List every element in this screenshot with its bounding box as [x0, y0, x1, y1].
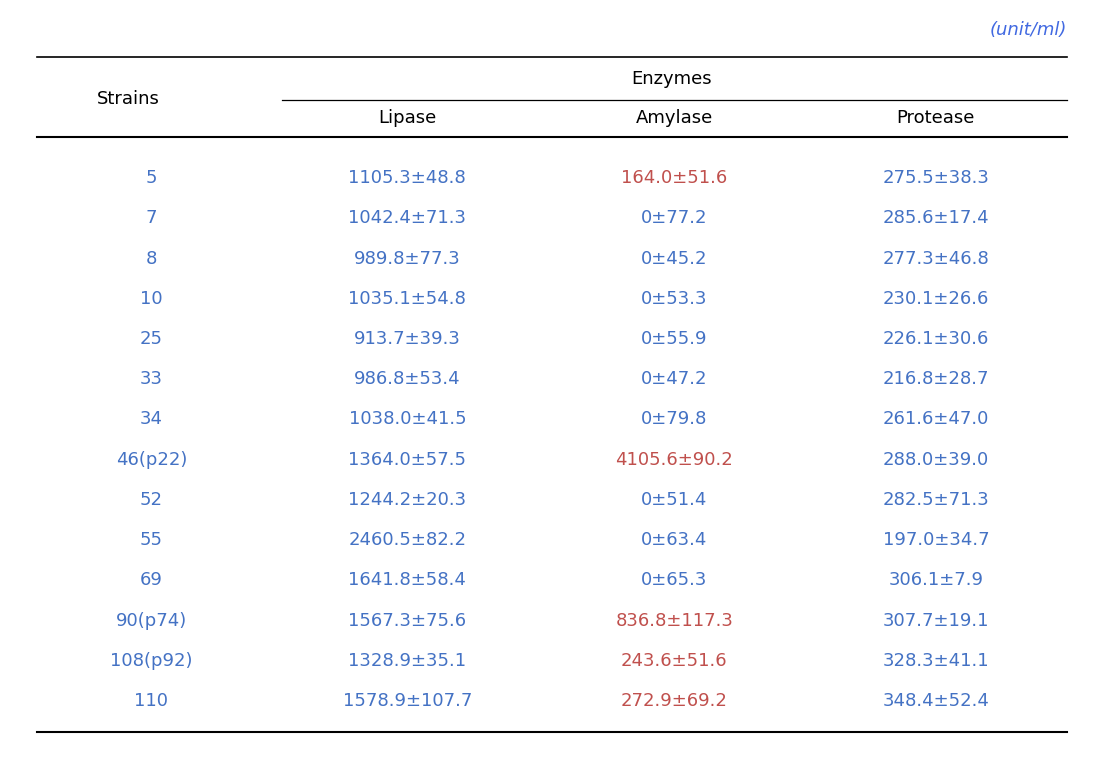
Text: 0±47.2: 0±47.2 — [641, 370, 707, 389]
Text: 4105.6±90.2: 4105.6±90.2 — [616, 451, 733, 468]
Text: 1035.1±54.8: 1035.1±54.8 — [348, 290, 467, 308]
Text: 989.8±77.3: 989.8±77.3 — [354, 250, 461, 268]
Text: 55: 55 — [139, 531, 163, 549]
Text: 348.4±52.4: 348.4±52.4 — [883, 692, 989, 710]
Text: 110: 110 — [134, 692, 168, 710]
Text: 0±53.3: 0±53.3 — [641, 290, 707, 308]
Text: 25: 25 — [139, 330, 163, 348]
Text: 34: 34 — [139, 411, 163, 428]
Text: 8: 8 — [146, 250, 157, 268]
Text: Enzymes: Enzymes — [631, 71, 712, 88]
Text: 69: 69 — [139, 572, 163, 589]
Text: (unit/ml): (unit/ml) — [989, 21, 1066, 39]
Text: 7: 7 — [146, 209, 157, 228]
Text: 306.1±7.9: 306.1±7.9 — [888, 572, 984, 589]
Text: 1328.9±35.1: 1328.9±35.1 — [348, 652, 467, 669]
Text: 913.7±39.3: 913.7±39.3 — [354, 330, 461, 348]
Text: 0±65.3: 0±65.3 — [641, 572, 707, 589]
Text: 285.6±17.4: 285.6±17.4 — [883, 209, 989, 228]
Text: 1244.2±20.3: 1244.2±20.3 — [348, 491, 467, 509]
Text: 243.6±51.6: 243.6±51.6 — [621, 652, 728, 669]
Text: 5: 5 — [146, 169, 157, 187]
Text: 328.3±41.1: 328.3±41.1 — [883, 652, 989, 669]
Text: 46(p22): 46(p22) — [115, 451, 187, 468]
Text: 307.7±19.1: 307.7±19.1 — [883, 612, 989, 629]
Text: 90(p74): 90(p74) — [115, 612, 187, 629]
Text: 164.0±51.6: 164.0±51.6 — [621, 169, 728, 187]
Text: 1105.3±48.8: 1105.3±48.8 — [348, 169, 467, 187]
Text: 836.8±117.3: 836.8±117.3 — [615, 612, 733, 629]
Text: 226.1±30.6: 226.1±30.6 — [883, 330, 989, 348]
Text: 1364.0±57.5: 1364.0±57.5 — [348, 451, 467, 468]
Text: 0±55.9: 0±55.9 — [641, 330, 707, 348]
Text: 986.8±53.4: 986.8±53.4 — [354, 370, 461, 389]
Text: 230.1±26.6: 230.1±26.6 — [883, 290, 989, 308]
Text: 0±79.8: 0±79.8 — [641, 411, 707, 428]
Text: 1641.8±58.4: 1641.8±58.4 — [348, 572, 467, 589]
Text: 1042.4±71.3: 1042.4±71.3 — [348, 209, 467, 228]
Text: 1038.0±41.5: 1038.0±41.5 — [348, 411, 467, 428]
Text: 277.3±46.8: 277.3±46.8 — [883, 250, 989, 268]
Text: 108(p92): 108(p92) — [110, 652, 192, 669]
Text: 52: 52 — [139, 491, 163, 509]
Text: 261.6±47.0: 261.6±47.0 — [883, 411, 989, 428]
Text: 2460.5±82.2: 2460.5±82.2 — [348, 531, 467, 549]
Text: 0±45.2: 0±45.2 — [641, 250, 707, 268]
Text: 288.0±39.0: 288.0±39.0 — [883, 451, 989, 468]
Text: Lipase: Lipase — [378, 109, 437, 128]
Text: 10: 10 — [139, 290, 163, 308]
Text: 0±77.2: 0±77.2 — [641, 209, 707, 228]
Text: Amylase: Amylase — [636, 109, 713, 128]
Text: 216.8±28.7: 216.8±28.7 — [883, 370, 989, 389]
Text: 275.5±38.3: 275.5±38.3 — [883, 169, 989, 187]
Text: 33: 33 — [139, 370, 163, 389]
Text: Protease: Protease — [897, 109, 975, 128]
Text: 1567.3±75.6: 1567.3±75.6 — [348, 612, 467, 629]
Text: Strains: Strains — [97, 90, 159, 108]
Text: 272.9±69.2: 272.9±69.2 — [620, 692, 728, 710]
Text: 1578.9±107.7: 1578.9±107.7 — [343, 692, 472, 710]
Text: 0±63.4: 0±63.4 — [641, 531, 707, 549]
Text: 197.0±34.7: 197.0±34.7 — [883, 531, 989, 549]
Text: 0±51.4: 0±51.4 — [641, 491, 707, 509]
Text: 282.5±71.3: 282.5±71.3 — [883, 491, 989, 509]
